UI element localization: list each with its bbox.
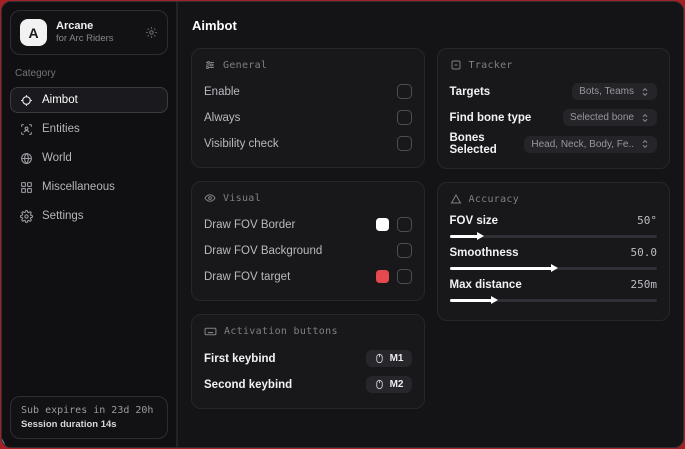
session-duration-text: Session duration 14s — [21, 419, 117, 430]
sub-expiry-text: Sub expires in 23d 20h — [21, 405, 154, 416]
setting-row: Draw FOV Background — [204, 239, 412, 262]
chevrons-up-down-icon — [640, 113, 650, 123]
mouse-icon — [374, 379, 385, 390]
find-bone-type-select[interactable]: Selected bone — [563, 109, 657, 126]
setting-row: Draw FOV target — [204, 265, 412, 288]
smoothness-slider[interactable] — [449, 264, 657, 272]
category-label: Category — [15, 68, 56, 79]
fov-target-color-swatch[interactable] — [375, 270, 389, 283]
accuracy-card: Accuracy FOV size 50° — [436, 182, 670, 321]
slider-thumb[interactable] — [551, 264, 559, 272]
sidebar-item-label: Settings — [42, 210, 84, 222]
section-title: Tracker — [468, 59, 513, 71]
gear-icon — [20, 209, 33, 223]
app-logo: A — [20, 19, 47, 46]
draw-fov-background-checkbox[interactable] — [396, 243, 412, 258]
setting-row: Draw FOV Border — [204, 213, 412, 236]
sidebar: A Arcane for Arc Riders Category Aimbot — [2, 2, 177, 447]
draw-fov-border-checkbox[interactable] — [396, 217, 412, 232]
setting-row: Targets Bots, Teams — [450, 80, 657, 103]
sidebar-nav: Aimbot Entities World — [2, 87, 176, 229]
section-title: Accuracy — [468, 193, 520, 205]
fov-size-value: 50° — [637, 214, 657, 227]
left-column: General Enable Always Visibility check — [191, 48, 425, 409]
app-subtitle: for Arc Riders — [56, 33, 114, 45]
tracker-card: Tracker Targets Bots, Teams — [436, 48, 670, 169]
enable-checkbox[interactable] — [396, 84, 412, 99]
slider-thumb[interactable] — [491, 296, 499, 304]
fov-size-slider-row: FOV size 50° — [449, 214, 657, 240]
entities-icon — [20, 123, 33, 136]
app-name: Arcane — [56, 19, 94, 32]
sidebar-item-label: Miscellaneous — [42, 181, 115, 193]
setting-row: Enable — [204, 80, 412, 103]
bones-selected-select[interactable]: Head, Neck, Body, Fe.. — [524, 135, 657, 153]
slider-thumb[interactable] — [476, 232, 484, 240]
grid-icon — [20, 181, 33, 194]
sidebar-item-world[interactable]: World — [10, 145, 168, 171]
section-title: Visual — [223, 192, 261, 204]
setting-row: Second keybind M2 — [204, 373, 412, 396]
mouse-icon — [374, 353, 385, 364]
always-checkbox[interactable] — [396, 110, 412, 125]
chevrons-up-down-icon — [640, 87, 650, 97]
smoothness-value: 50.0 — [630, 246, 658, 259]
sidebar-item-aimbot[interactable]: Aimbot — [10, 87, 168, 113]
tracker-icon — [450, 59, 462, 71]
sidebar-item-label: Entities — [42, 123, 80, 135]
cursor-artifact — [2, 436, 10, 447]
setting-row: Visibility check — [204, 132, 412, 155]
sidebar-item-label: World — [42, 152, 72, 164]
refresh-gear-icon[interactable] — [145, 26, 158, 39]
sidebar-item-entities[interactable]: Entities — [10, 116, 168, 142]
section-title: General — [223, 59, 268, 71]
eye-icon — [204, 192, 216, 204]
fov-border-color-swatch[interactable] — [375, 218, 389, 231]
subscription-card: Sub expires in 23d 20h Session duration … — [10, 396, 168, 439]
crosshair-icon — [20, 94, 33, 107]
setting-row: Always — [204, 106, 412, 129]
max-distance-value: 250m — [630, 278, 658, 291]
max-distance-slider[interactable] — [449, 296, 657, 304]
second-keybind-button[interactable]: M2 — [365, 376, 412, 393]
visual-card: Visual Draw FOV Border Draw FOV Backgrou… — [191, 181, 425, 301]
first-keybind-button[interactable]: M1 — [365, 350, 412, 367]
sidebar-item-label: Aimbot — [42, 94, 78, 106]
section-title: Activation buttons — [224, 326, 338, 337]
brand-card: A Arcane for Arc Riders — [10, 10, 168, 55]
setting-row: First keybind M1 — [204, 347, 412, 370]
general-card: General Enable Always Visibility check — [191, 48, 425, 168]
sidebar-item-settings[interactable]: Settings — [10, 203, 168, 229]
page-title: Aimbot — [192, 18, 237, 33]
main-panel: Aimbot General Enable — [177, 2, 683, 447]
smoothness-slider-row: Smoothness 50.0 — [449, 246, 658, 272]
sliders-icon — [204, 59, 216, 71]
activation-buttons-card: Activation buttons First keybind M1 — [191, 314, 425, 409]
targets-select[interactable]: Bots, Teams — [572, 83, 657, 100]
chevrons-up-down-icon — [640, 139, 650, 149]
setting-row: Bones Selected Head, Neck, Body, Fe.. — [450, 132, 657, 156]
right-column: Tracker Targets Bots, Teams — [436, 48, 670, 321]
sidebar-item-miscellaneous[interactable]: Miscellaneous — [10, 174, 168, 200]
draw-fov-target-checkbox[interactable] — [396, 269, 412, 284]
fov-size-slider[interactable] — [449, 232, 657, 240]
keyboard-icon — [204, 325, 217, 338]
max-distance-slider-row: Max distance 250m — [449, 278, 658, 304]
triangle-icon — [450, 193, 462, 205]
setting-row: Find bone type Selected bone — [450, 106, 657, 129]
globe-icon — [20, 152, 33, 165]
visibility-check-checkbox[interactable] — [396, 136, 412, 151]
